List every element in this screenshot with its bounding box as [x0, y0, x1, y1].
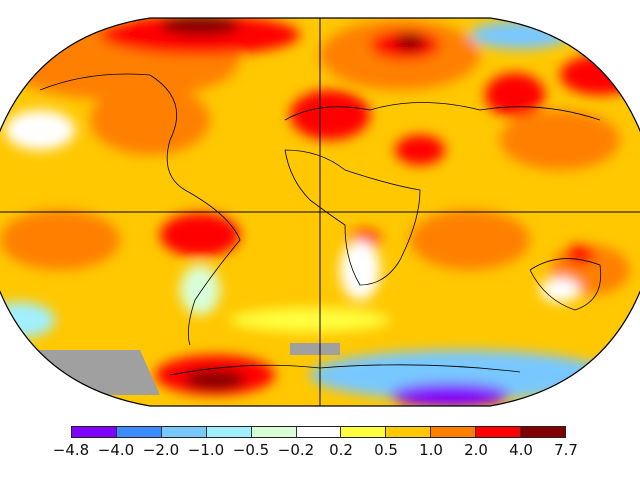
coastlines	[39, 73, 602, 376]
colorbar-segment	[296, 427, 342, 437]
colorbar-segment	[161, 427, 207, 437]
colorbar-tick-label: 1.0	[419, 441, 443, 459]
colorbar-segment	[521, 427, 565, 437]
colorbar-tick-label: 0.5	[374, 441, 398, 459]
colorbar-segment	[251, 427, 297, 437]
colorbar-segment	[116, 427, 162, 437]
colorbar-segment	[431, 427, 477, 437]
colorbar-segment	[206, 427, 252, 437]
colorbar-segment	[341, 427, 387, 437]
colorbar-tick-label: 4.0	[509, 441, 533, 459]
map-outline	[0, 17, 640, 407]
colorbar-tick-label: 2.0	[464, 441, 488, 459]
colorbar-tick-label: −0.5	[232, 441, 270, 459]
colorbar-segment	[476, 427, 522, 437]
colorbar-segment	[386, 427, 432, 437]
colorbar-tick-label: −2.0	[142, 441, 180, 459]
colorbar-tick-label: −1.0	[187, 441, 225, 459]
colorbar-tick-label: −4.0	[97, 441, 135, 459]
colorbar-tick-label: 0.2	[329, 441, 353, 459]
colorbar	[71, 426, 566, 438]
anomaly-field	[0, 18, 640, 406]
colorbar-tick-label: −0.2	[277, 441, 315, 459]
temperature-anomaly-map	[0, 17, 640, 407]
colorbar-tick-label: 7.7	[554, 441, 578, 459]
colorbar-ticks: −4.8 −4.0 −2.0 −1.0 −0.5 −0.2 0.2 0.5 1.0 2.0 4.0 7…	[53, 441, 578, 461]
colorbar-segment	[72, 427, 117, 437]
colorbar-tick-label: −4.8	[52, 441, 90, 459]
